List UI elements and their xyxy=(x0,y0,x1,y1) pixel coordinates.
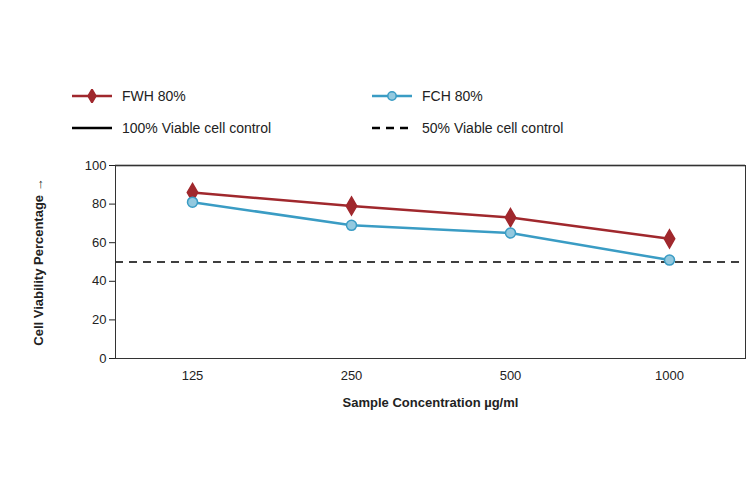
svg-text:Sample Concentration µg/ml: Sample Concentration µg/ml xyxy=(343,395,519,410)
svg-text:20: 20 xyxy=(92,312,106,327)
html-text:FCH 80%: FCH 80% xyxy=(422,88,483,104)
html-text:50% Viable cell control: 50% Viable cell control xyxy=(422,120,564,136)
svg-text:1000: 1000 xyxy=(655,368,684,383)
html-text:FWH 80%: FWH 80% xyxy=(122,88,186,104)
svg-text:60: 60 xyxy=(92,235,106,250)
html-text:100% Viable cell control: 100% Viable cell control xyxy=(122,120,272,136)
svg-text:125: 125 xyxy=(182,368,204,383)
svg-text:0: 0 xyxy=(99,351,106,366)
svg-text:100: 100 xyxy=(85,158,107,173)
svg-text:80: 80 xyxy=(92,196,106,211)
svg-text:250: 250 xyxy=(341,368,363,383)
svg-text:500: 500 xyxy=(500,368,522,383)
svg-text:Cell Viability Percentage →: Cell Viability Percentage → xyxy=(31,178,46,345)
svg-text:40: 40 xyxy=(92,273,106,288)
